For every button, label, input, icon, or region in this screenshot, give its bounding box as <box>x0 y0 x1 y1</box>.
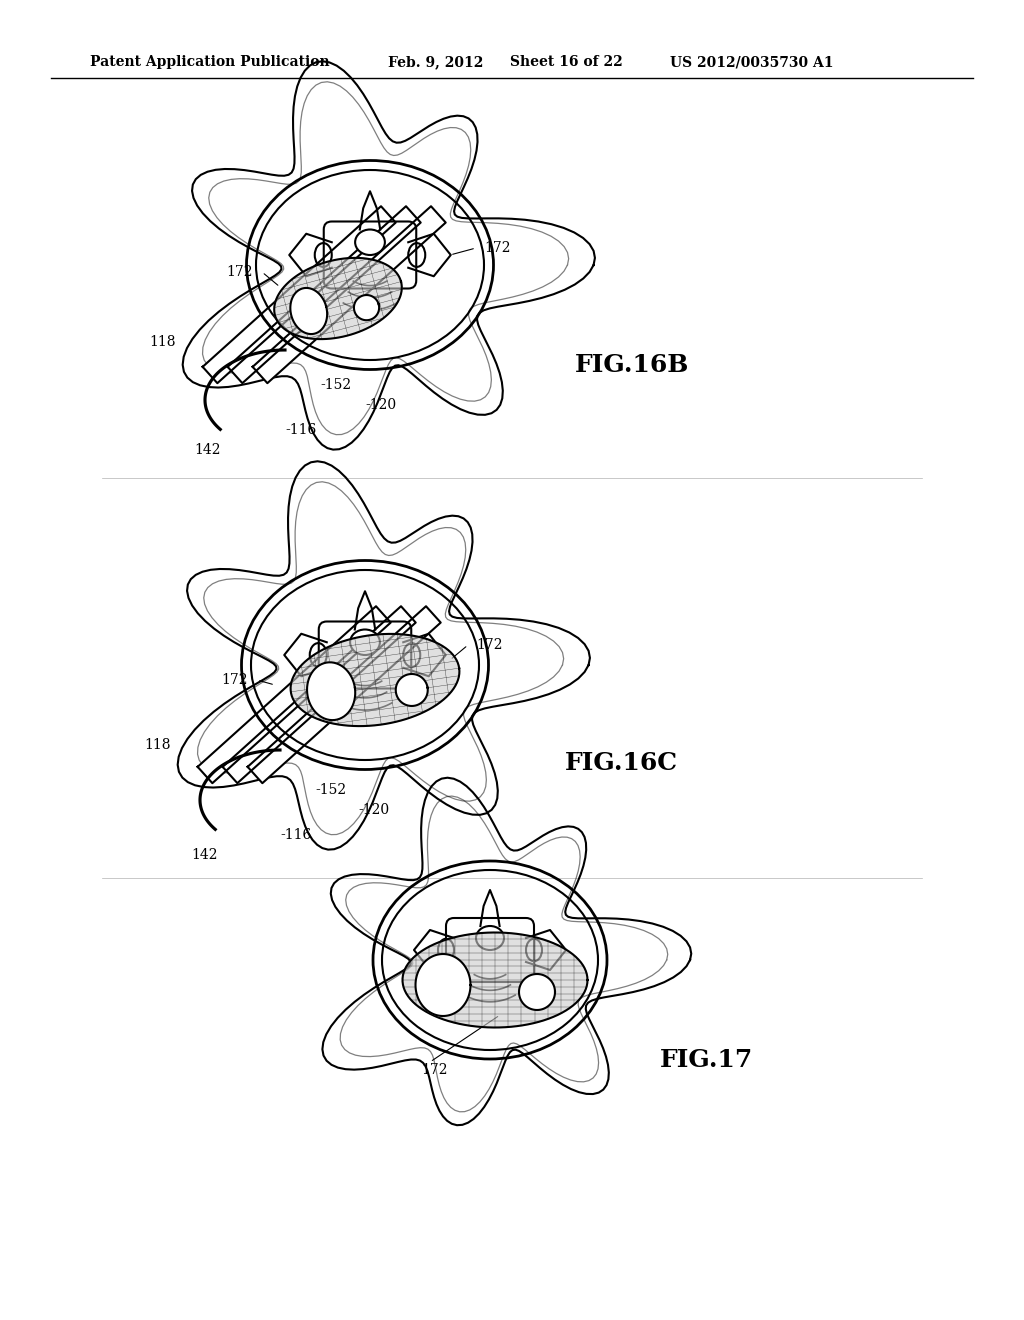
Text: 172: 172 <box>484 242 511 255</box>
Text: -116: -116 <box>285 422 316 437</box>
Polygon shape <box>307 663 355 721</box>
Text: -116: -116 <box>280 828 311 842</box>
Polygon shape <box>291 288 327 334</box>
Text: 172: 172 <box>226 265 253 279</box>
Ellipse shape <box>476 927 504 950</box>
Text: Feb. 9, 2012: Feb. 9, 2012 <box>388 55 483 69</box>
Polygon shape <box>274 257 401 339</box>
Polygon shape <box>227 206 421 383</box>
Polygon shape <box>203 206 395 383</box>
Text: 142: 142 <box>191 847 218 862</box>
Polygon shape <box>395 675 428 706</box>
Polygon shape <box>222 606 416 783</box>
Text: -120: -120 <box>365 399 396 412</box>
Text: FIG.17: FIG.17 <box>660 1048 754 1072</box>
Polygon shape <box>402 932 588 1027</box>
Text: 142: 142 <box>195 444 221 457</box>
Polygon shape <box>182 61 595 450</box>
Text: -152: -152 <box>319 378 351 392</box>
Text: 118: 118 <box>150 335 176 348</box>
Text: Sheet 16 of 22: Sheet 16 of 22 <box>510 55 623 69</box>
Text: FIG.16C: FIG.16C <box>565 751 678 775</box>
Polygon shape <box>416 954 470 1016</box>
Text: US 2012/0035730 A1: US 2012/0035730 A1 <box>670 55 834 69</box>
Polygon shape <box>248 606 440 783</box>
Ellipse shape <box>350 630 380 655</box>
Text: -120: -120 <box>358 803 389 817</box>
Text: Patent Application Publication: Patent Application Publication <box>90 55 330 69</box>
Text: FIG.16B: FIG.16B <box>575 352 689 378</box>
Polygon shape <box>354 296 379 321</box>
Polygon shape <box>519 974 555 1010</box>
Polygon shape <box>323 777 691 1125</box>
Text: 172: 172 <box>477 638 503 652</box>
Polygon shape <box>291 634 460 726</box>
Text: -152: -152 <box>315 783 346 797</box>
Text: 118: 118 <box>144 738 171 752</box>
Text: 172: 172 <box>422 1063 449 1077</box>
Text: 172: 172 <box>222 673 248 686</box>
Polygon shape <box>177 461 590 850</box>
Polygon shape <box>253 206 445 383</box>
Polygon shape <box>198 606 391 783</box>
Ellipse shape <box>355 230 385 255</box>
